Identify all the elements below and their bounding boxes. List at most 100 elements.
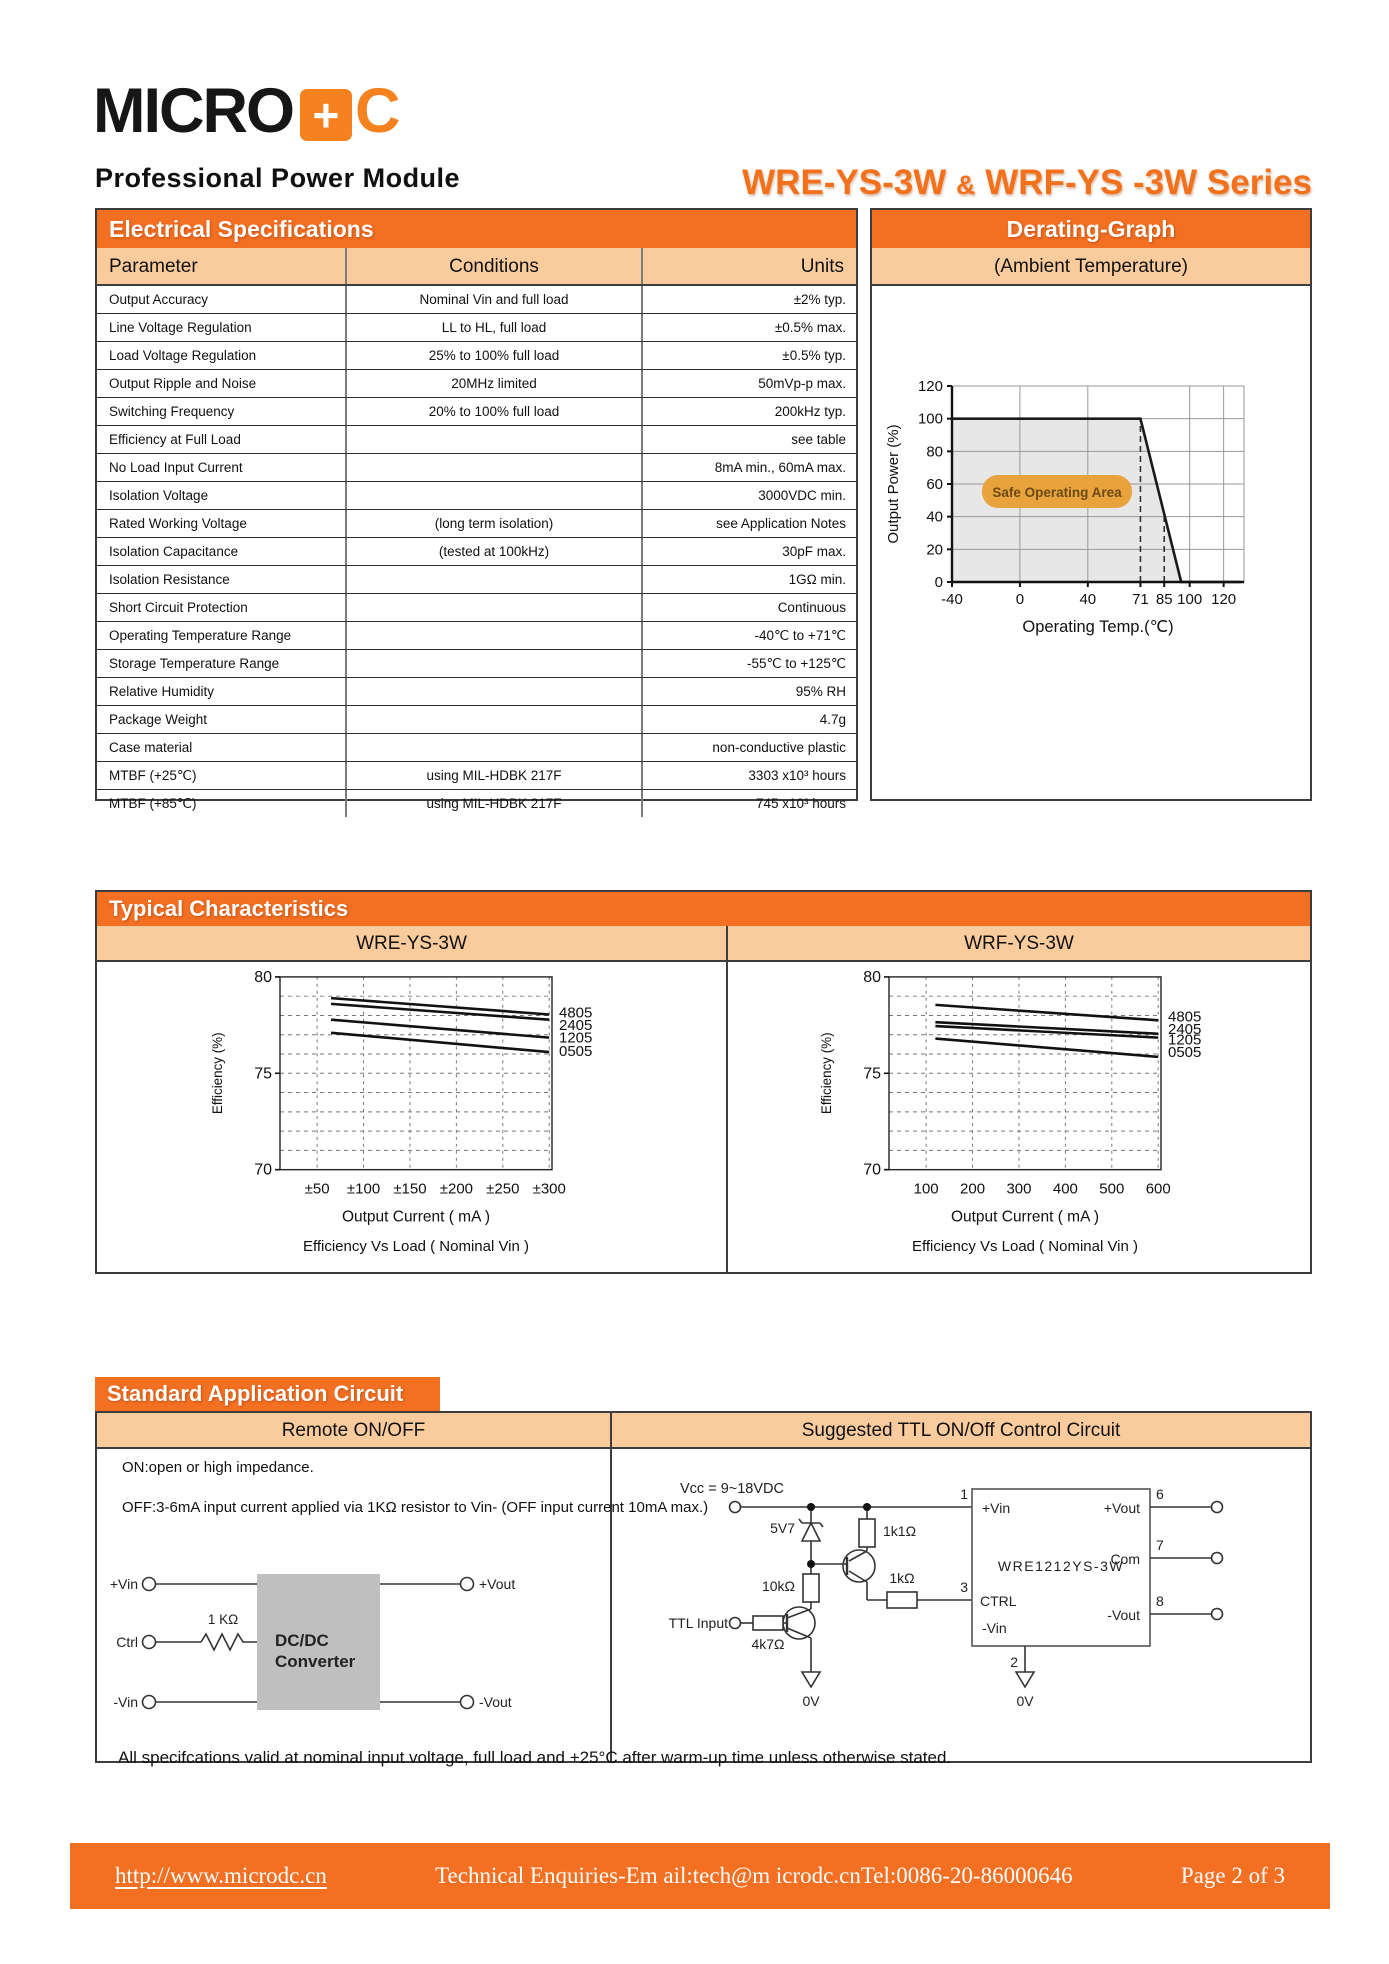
svg-text:70: 70 (254, 1162, 272, 1179)
table-row: Switching Frequency 20% to 100% full load… (97, 397, 856, 425)
cond-cell (345, 678, 643, 705)
cond-cell: 20% to 100% full load (345, 398, 643, 425)
table-row: Efficiency at Full Load see table (97, 425, 856, 453)
table-row: Isolation Voltage 3000VDC min. (97, 481, 856, 509)
pin3-label: 3 (960, 1579, 968, 1595)
page-title: WRE-YS-3W & WRF-YS -3W Series (640, 163, 1312, 203)
table-row: Storage Temperature Range -55℃ to +125℃ (97, 649, 856, 677)
svg-text:80: 80 (863, 969, 881, 986)
application-body: ON:open or high impedance. OFF:3-6mA inp… (97, 1449, 1310, 1761)
table-row: No Load Input Current 8mA min., 60mA max. (97, 453, 856, 481)
table-body: Output Accuracy Nominal Vin and full load… (97, 286, 856, 817)
units-cell: 745 x10³ hours (755, 796, 846, 811)
cond-cell: using MIL-HDBK 217F (345, 762, 643, 789)
param-cell: Switching Frequency (109, 404, 235, 419)
svg-text:20: 20 (926, 541, 943, 558)
title-amp: & (956, 170, 976, 200)
table-row: Output Accuracy Nominal Vin and full load… (97, 286, 856, 313)
table-row: Case material non-conductive plastic (97, 733, 856, 761)
units-cell: 4.7g (819, 712, 846, 727)
application-subheader-row: Remote ON/OFF Suggested TTL ON/Off Contr… (97, 1413, 1310, 1449)
title-left: WRE-YS-3W (742, 163, 947, 202)
param-cell: Output Accuracy (109, 292, 209, 307)
svg-text:±300: ±300 (533, 1181, 566, 1198)
dcdc-line1: DC/DC (275, 1631, 329, 1650)
table-row: Relative Humidity 95% RH (97, 677, 856, 705)
gnd2-label: 0V (1016, 1693, 1034, 1709)
derating-graph-panel: Derating-Graph (Ambient Temperature) 0 20… (870, 208, 1312, 801)
typical-subheader-row: WRE-YS-3W WRF-YS-3W (97, 926, 1310, 962)
cond-cell: 20MHz limited (345, 370, 643, 397)
application-cell-ttl: Suggested TTL ON/Off Control Circuit (610, 1413, 1310, 1447)
svg-text:600: 600 (1146, 1181, 1171, 1198)
units-cell: 3303 x10³ hours (748, 768, 846, 783)
application-cell-remote: Remote ON/OFF (281, 1420, 426, 1441)
param-cell: Isolation Capacitance (109, 544, 239, 559)
gnd1-label: 0V (802, 1693, 820, 1709)
title-right: WRF-YS -3W Series (985, 163, 1312, 202)
footer-page-number: Page 2 of 3 (1180, 1863, 1285, 1888)
svg-text:Operating Temp.(℃): Operating Temp.(℃) (1022, 618, 1173, 636)
dcdc-converter-box (257, 1574, 380, 1710)
svg-text:Safe Operating Area: Safe Operating Area (992, 485, 1122, 500)
typical-body: ±50 ±100 ±150 ±200 ±250 ±300 70 75 80 4805 2405 120… (97, 962, 1310, 1272)
typical-cell-wre: WRE-YS-3W (356, 933, 467, 954)
svg-text:Output Power (%): Output Power (%) (885, 424, 902, 543)
param-cell: Output Ripple and Noise (109, 376, 257, 391)
remote-on-note: ON:open or high impedance. (122, 1459, 314, 1476)
table-row: MTBF (+85℃) using MIL-HDBK 217F 745 x10³ h… (97, 789, 856, 817)
svg-text:Efficiency Vs Load ( Nominal: Efficiency Vs Load ( Nominal Vin ) (912, 1238, 1138, 1255)
ctrl-label: Ctrl (116, 1634, 138, 1650)
cond-cell: (tested at 100kHz) (345, 538, 643, 565)
cond-cell (345, 482, 643, 509)
units-cell: -40℃ to +71℃ (754, 628, 847, 643)
svg-text:120: 120 (918, 378, 943, 395)
cond-cell (345, 650, 643, 677)
svg-text:100: 100 (914, 1181, 939, 1198)
cond-cell: 25% to 100% full load (345, 342, 643, 369)
svg-text:300: 300 (1006, 1181, 1031, 1198)
cond-cell: LL to HL, full load (345, 314, 643, 341)
cond-cell (345, 706, 643, 733)
pin1-label: 1 (960, 1486, 968, 1502)
svg-text:±250: ±250 (486, 1181, 519, 1198)
svg-text:Efficiency (%): Efficiency (%) (819, 1032, 834, 1114)
units-cell: see Application Notes (716, 516, 846, 531)
col-parameter: Parameter (109, 256, 198, 277)
cond-cell (345, 594, 643, 621)
section-header-electrical: Electrical Specifications (97, 210, 856, 248)
svg-text:80: 80 (926, 443, 943, 460)
wrf-efficiency-chart: 100 200 300 400 500 600 70 75 80 4805240512050505… (819, 969, 1201, 1255)
param-cell: Rated Working Voltage (109, 516, 247, 531)
svg-text:Output Current ( mA ): Output Current ( mA ) (951, 1208, 1099, 1225)
param-cell: MTBF (+25℃) (109, 768, 197, 783)
svg-text:2405: 2405 (1168, 1021, 1201, 1038)
table-row: Line Voltage Regulation LL to HL, full lo… (97, 313, 856, 341)
r1k1-label: 1k1Ω (883, 1523, 916, 1539)
electrical-specifications-panel: Electrical Specifications Parameter Cond… (95, 208, 858, 817)
typical-characteristics-panel: Typical Characteristics WRE-YS-3W WRF-YS… (95, 890, 1312, 1274)
module-vinneg-label: -Vin (982, 1620, 1007, 1636)
svg-text:120: 120 (1211, 591, 1236, 608)
units-cell: 1GΩ min. (788, 572, 846, 587)
module-ctrl-label: CTRL (980, 1593, 1017, 1609)
svg-text:1205: 1205 (1168, 1032, 1201, 1049)
svg-text:1205: 1205 (559, 1030, 592, 1047)
footer-url-link[interactable]: http://www.microdc.cn (115, 1863, 327, 1888)
table-row: Package Weight 4.7g (97, 705, 856, 733)
svg-text:100: 100 (1177, 591, 1202, 608)
resistor-1k-label: 1 KΩ (208, 1612, 238, 1627)
footnote: All specifcations valid at nominal input… (118, 1748, 952, 1767)
table-row: MTBF (+25℃) using MIL-HDBK 217F 3303 x10³ … (97, 761, 856, 789)
table-row: Operating Temperature Range -40℃ to +71℃ (97, 621, 856, 649)
typical-cell-wrf: WRF-YS-3W (726, 926, 1310, 960)
table-row: Output Ripple and Noise 20MHz limited 50mV… (97, 369, 856, 397)
module-vin-label: +Vin (982, 1500, 1010, 1516)
param-cell: No Load Input Current (109, 460, 243, 475)
units-cell: non-conductive plastic (712, 740, 846, 755)
plus-glyph: + (312, 89, 340, 141)
svg-text:±150: ±150 (393, 1181, 426, 1198)
units-cell: ±2% typ. (793, 292, 846, 307)
svg-text:75: 75 (254, 1065, 272, 1082)
